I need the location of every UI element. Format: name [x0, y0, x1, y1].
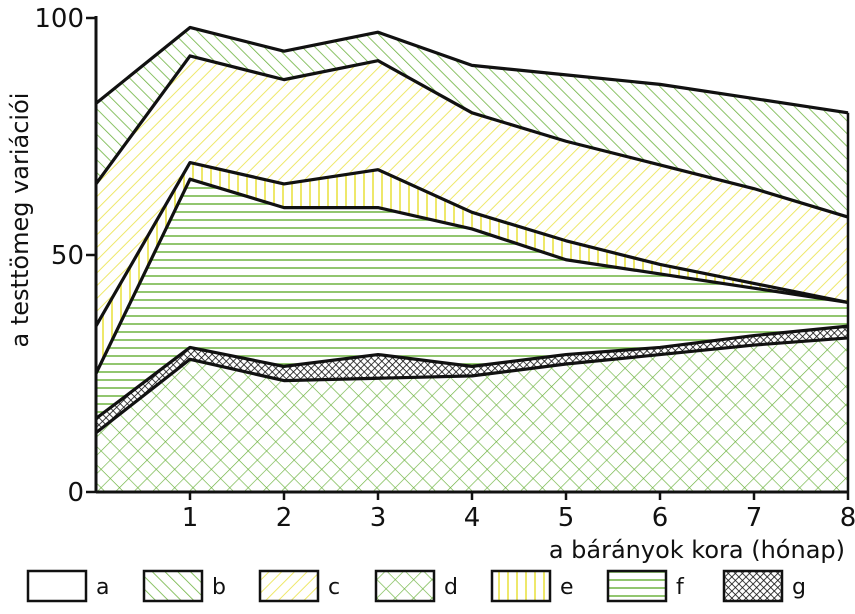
legend-label: d [444, 575, 458, 600]
area-layers [96, 27, 848, 492]
boundary-line [94, 25, 849, 115]
x-tick-label: 3 [370, 503, 387, 533]
y-tick-label: 50 [51, 241, 84, 271]
x-tick-label: 7 [746, 503, 763, 533]
legend-item-b: b [142, 569, 226, 603]
x-axis-title: a bárányok kora (hónap) [549, 536, 845, 564]
legend-label: f [676, 575, 685, 600]
boundary-line [94, 177, 849, 375]
x-tick-label: 6 [652, 503, 669, 533]
legend-item-a: a [26, 569, 109, 603]
legend-item-f: f [606, 569, 685, 603]
tick-labels: 1 2 3 4 5 6 7 8 0 50 100 [34, 4, 855, 533]
legend-label: e [560, 575, 574, 600]
boundary-line [95, 324, 849, 420]
x-tick-label: 8 [840, 503, 855, 533]
legend-item-d: d [374, 569, 458, 603]
legend-swatch [722, 569, 784, 603]
area-f [96, 179, 848, 419]
x-tick-label: 1 [182, 503, 199, 533]
y-axis-title: a testtömeg variációi [6, 93, 34, 348]
legend-label: g [792, 575, 806, 600]
legend-swatch [26, 569, 88, 603]
area-g [96, 326, 848, 433]
legend-label: b [212, 575, 226, 600]
legend-swatch [374, 569, 436, 603]
boundary-line [94, 160, 849, 327]
area-b [96, 27, 848, 218]
boundary-lines [94, 25, 849, 435]
boundary-line [95, 336, 849, 435]
area-c [96, 55, 848, 327]
legend-swatch [490, 569, 552, 603]
area-d [96, 337, 848, 492]
x-tick-label: 2 [276, 503, 293, 533]
legend: a b c d e f g [26, 569, 806, 603]
legend-swatch [258, 569, 320, 603]
legend-item-e: e [490, 569, 574, 603]
legend-item-c: c [258, 569, 340, 603]
legend-label: c [328, 575, 340, 600]
legend-label: a [96, 575, 109, 600]
legend-swatch [142, 569, 204, 603]
boundary-line [94, 54, 849, 219]
x-tick-label: 4 [464, 503, 481, 533]
x-tick-label: 5 [558, 503, 575, 533]
y-tick-label: 100 [34, 4, 84, 34]
y-tick-label: 0 [67, 478, 84, 508]
legend-swatch [606, 569, 668, 603]
legend-item-g: g [722, 569, 806, 603]
